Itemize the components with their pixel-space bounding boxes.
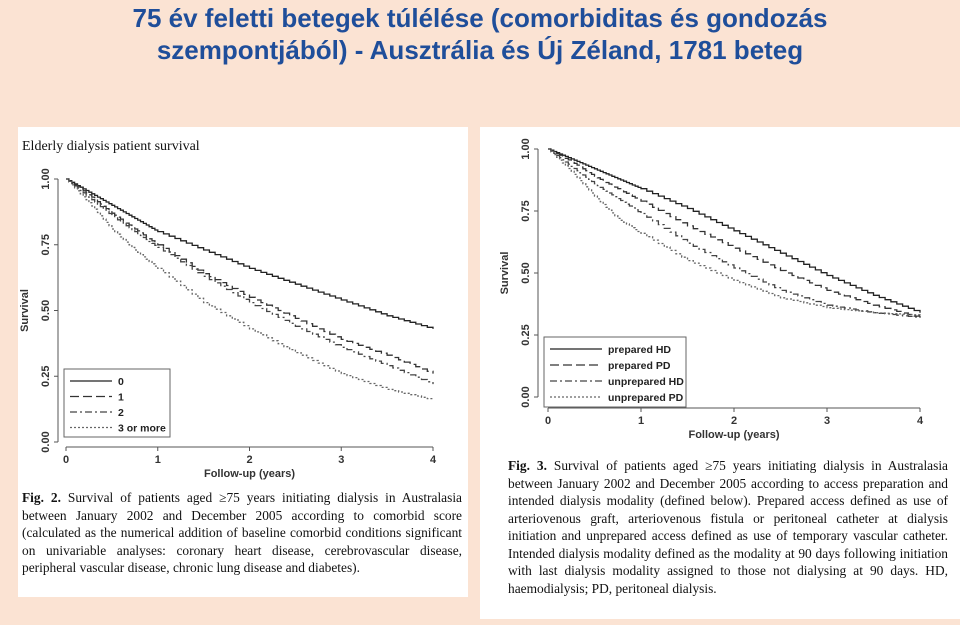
fig2-x-axis-label: Follow-up (years) bbox=[204, 468, 295, 480]
fig2-legend-box bbox=[63, 368, 171, 438]
fig2-y-tick-label: 1.00 bbox=[40, 168, 52, 189]
fig3-series-line bbox=[548, 148, 921, 316]
figure-2-chart: 0.00 0.25 0.50 0.75 1.00 0 1 2 3 4 Follow-up (year… bbox=[19, 168, 437, 480]
fig3-y-tick-label: 0.50 bbox=[520, 262, 532, 283]
fig2-y-axis-label: Survival bbox=[19, 289, 31, 332]
fig2-y-tick-label: 0.25 bbox=[40, 366, 52, 387]
figure-2-caption-text: Survival of patients aged ≥75 years init… bbox=[22, 490, 462, 575]
figure-3-panel: 0.00 0.25 0.50 0.75 1.00 0 1 2 3 4 Follow-up (year… bbox=[480, 127, 960, 619]
fig2-legend-label: 0 bbox=[118, 376, 124, 388]
fig2-legend-label: 3 or more bbox=[118, 423, 166, 435]
fig2-y-tick-label: 0.00 bbox=[40, 431, 52, 452]
slide-title-line2: szempontjából) - Ausztrália és Új Zéland… bbox=[156, 35, 804, 65]
fig3-series-line bbox=[548, 148, 921, 318]
fig2-x-tick-label: 4 bbox=[430, 454, 437, 466]
slide-title-line1: 75 év feletti betegek túlélése (comorbid… bbox=[132, 3, 828, 33]
slide-title: 75 év feletti betegek túlélése (comorbid… bbox=[0, 2, 960, 66]
fig2-x-tick-label: 3 bbox=[338, 454, 344, 466]
figure-3-caption-label: Fig. 3. bbox=[508, 458, 547, 473]
fig2-y-tick-label: 0.50 bbox=[40, 300, 52, 321]
fig3-legend-label: unprepared HD bbox=[608, 376, 684, 388]
figure-2-caption: Fig. 2. Survival of patients aged ≥75 ye… bbox=[22, 489, 462, 577]
fig2-x-tick-label: 0 bbox=[63, 454, 69, 466]
figure-3-caption: Fig. 3. Survival of patients aged ≥75 ye… bbox=[508, 457, 948, 597]
figure-2-panel: Elderly dialysis patient survival 0.00 0.… bbox=[18, 127, 468, 597]
fig3-legend-label: unprepared PD bbox=[608, 392, 684, 404]
fig2-series-line bbox=[66, 178, 434, 385]
fig3-y-tick-label: 0.25 bbox=[520, 324, 532, 345]
fig3-y-tick-label: 0.75 bbox=[520, 200, 532, 221]
fig2-legend-label: 2 bbox=[118, 407, 124, 419]
fig2-legend-label: 1 bbox=[118, 392, 124, 404]
fig3-series-line bbox=[548, 148, 921, 313]
fig3-y-axis-label: Survival bbox=[499, 252, 511, 295]
fig3-legend-label: prepared HD bbox=[608, 344, 671, 356]
fig2-series-line bbox=[66, 178, 434, 329]
fig2-series-line bbox=[66, 178, 434, 400]
fig3-x-tick-label: 1 bbox=[638, 415, 644, 427]
fig3-series-line bbox=[548, 148, 921, 318]
figure-3-caption-text: Survival of patients aged ≥75 years init… bbox=[508, 458, 948, 596]
figure-3-chart: 0.00 0.25 0.50 0.75 1.00 0 1 2 3 4 Follow-up (year… bbox=[499, 138, 924, 441]
figure-2-caption-label: Fig. 2. bbox=[22, 490, 61, 505]
fig2-x-tick-label: 1 bbox=[155, 454, 161, 466]
fig2-x-tick-label: 2 bbox=[246, 454, 252, 466]
figure-2-panel-title: Elderly dialysis patient survival bbox=[22, 139, 200, 154]
fig3-x-axis-label: Follow-up (years) bbox=[688, 429, 779, 441]
fig2-y-tick-label: 0.75 bbox=[40, 234, 52, 255]
fig3-x-tick-label: 4 bbox=[917, 415, 924, 427]
fig3-y-tick-label: 1.00 bbox=[520, 138, 532, 159]
fig3-y-tick-label: 0.00 bbox=[520, 386, 532, 407]
fig3-legend-label: prepared PD bbox=[608, 360, 671, 372]
fig2-series-line bbox=[66, 178, 434, 374]
fig3-x-tick-label: 2 bbox=[731, 415, 737, 427]
fig3-x-tick-label: 3 bbox=[824, 415, 830, 427]
fig3-x-tick-label: 0 bbox=[545, 415, 551, 427]
